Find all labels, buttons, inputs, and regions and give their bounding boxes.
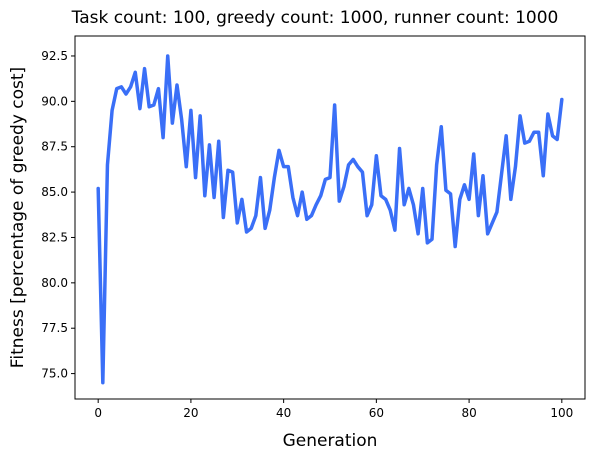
y-tick-label: 82.5	[41, 230, 68, 244]
x-tick-label: 80	[461, 406, 476, 420]
y-axis-label: Fitness [percentage of greedy cost]	[8, 67, 28, 368]
y-axis-ticks: 75.0 77.5 80.0 82.5 85.0 87.5 90.0 92.5	[41, 49, 75, 381]
x-tick-label: 60	[369, 406, 384, 420]
x-tick-label: 100	[550, 406, 573, 420]
chart-title: Task count: 100, greedy count: 1000, run…	[71, 8, 559, 28]
plot-area-frame	[74, 35, 586, 400]
x-axis-ticks: 0 20 40 60 80 100	[94, 399, 573, 420]
y-tick-label: 80.0	[41, 276, 68, 290]
y-tick-label: 90.0	[41, 94, 68, 108]
x-tick-label: 20	[183, 406, 198, 420]
x-tick-label: 40	[276, 406, 291, 420]
y-tick-label: 77.5	[41, 321, 68, 335]
y-tick-label: 87.5	[41, 140, 68, 154]
y-tick-label: 92.5	[41, 49, 68, 63]
x-axis-label: Generation	[283, 431, 378, 451]
x-tick-label: 0	[94, 406, 102, 420]
fitness-series-line	[96, 54, 564, 385]
y-tick-label: 75.0	[41, 367, 68, 381]
y-tick-label: 85.0	[41, 185, 68, 199]
